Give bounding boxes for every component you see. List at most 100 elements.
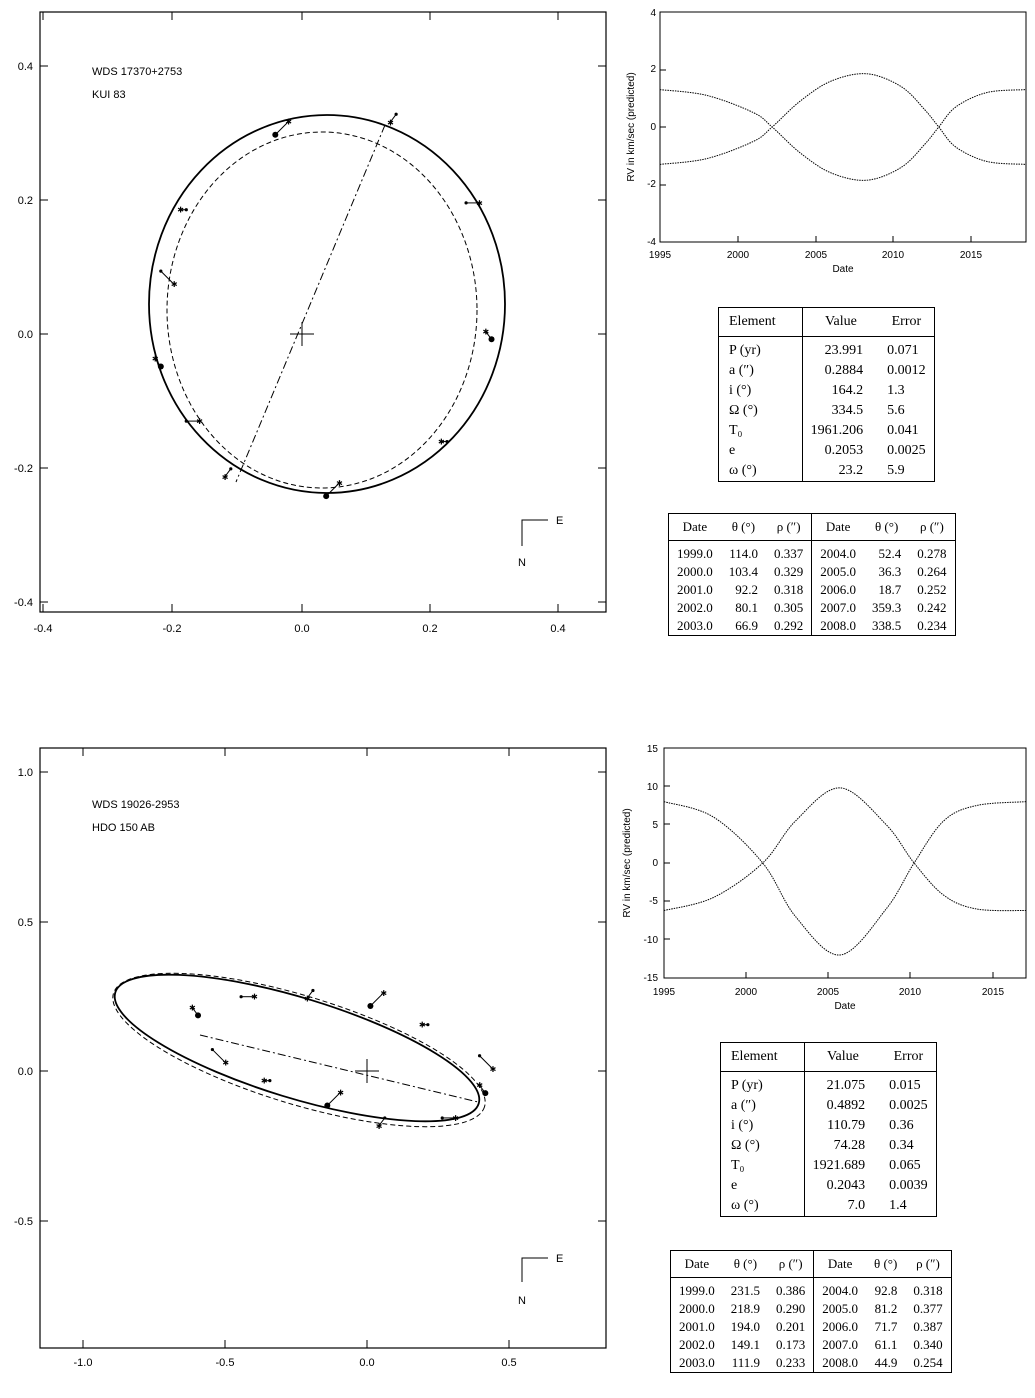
observation-point bbox=[157, 363, 164, 370]
element-value: 7.0 bbox=[847, 1198, 866, 1213]
cell: 2008.0 bbox=[820, 618, 856, 633]
reference-orbit bbox=[166, 131, 478, 489]
cell: 2001.0 bbox=[679, 1319, 715, 1334]
header-element: Element bbox=[721, 1043, 805, 1072]
cell: 103.4 bbox=[728, 564, 758, 579]
rv-y-tick-labels: 15 10 5 0 -5 -10 -15 bbox=[644, 744, 659, 984]
observation-marker: ✱ bbox=[189, 1003, 196, 1012]
cell: 2006.0 bbox=[822, 1319, 858, 1334]
observation-marker: ✱ bbox=[285, 118, 292, 127]
residual-line bbox=[160, 270, 175, 285]
element-value: 0.2043 bbox=[826, 1178, 866, 1193]
table-row: 1999.0 231.5 0.386 2004.0 92.8 0.318 bbox=[671, 1277, 951, 1300]
observation-marker: ✱ bbox=[152, 355, 159, 364]
element-value: 21.075 bbox=[826, 1078, 866, 1093]
observation-point bbox=[445, 439, 449, 444]
y-tick-label: 0.2 bbox=[18, 195, 33, 207]
element-error: 0.041 bbox=[887, 423, 919, 438]
element-error: 5.6 bbox=[887, 403, 905, 418]
observation-point bbox=[229, 467, 233, 471]
rv-plot-2: RV in km/sec (predicted) Date 1995 2000 … bbox=[622, 744, 1027, 1012]
rv-y-tick-label: 4 bbox=[650, 8, 656, 19]
header-theta: θ (°) bbox=[722, 1251, 768, 1278]
element-name: P (yr) bbox=[721, 1071, 805, 1096]
ephemeris-table: Date θ (°) ρ (″) Date θ (°) ρ (″) 1999.0… bbox=[668, 513, 956, 636]
cell: 111.9 bbox=[731, 1355, 760, 1370]
observation-point bbox=[488, 336, 495, 343]
rv-plot-frame bbox=[659, 11, 1027, 243]
rv-plot-frame bbox=[663, 747, 1027, 979]
observation-point bbox=[195, 1012, 202, 1019]
x-tick-label: -0.4 bbox=[34, 623, 53, 635]
observation-point bbox=[268, 1079, 272, 1083]
cell: 0.387 bbox=[913, 1319, 943, 1334]
primary-star-marker bbox=[355, 1059, 379, 1083]
header-error: Error bbox=[879, 308, 934, 337]
header-element: Element bbox=[719, 308, 803, 337]
primary-star-marker bbox=[290, 322, 314, 346]
observation-point bbox=[440, 1116, 444, 1120]
header-theta: θ (°) bbox=[866, 1251, 906, 1278]
orbital-elements-table: Element Value Error P (yr) 21.075 0.015 a … bbox=[720, 1042, 937, 1217]
y-tick-labels: 0.4 0.2 0.0 -0.2 -0.4 bbox=[14, 61, 33, 609]
cell: 2005.0 bbox=[822, 1301, 858, 1316]
cell: 2004.0 bbox=[820, 546, 856, 561]
fitted-orbit bbox=[113, 973, 481, 1123]
ephemeris-table: Date θ (°) ρ (″) Date θ (°) ρ (″) 1999.0… bbox=[670, 1250, 952, 1373]
x-tick-label: -0.5 bbox=[216, 1357, 235, 1369]
observation-point bbox=[367, 1003, 374, 1010]
compass-east-label: E bbox=[556, 1253, 563, 1265]
table-row: 2001.0 92.2 0.318 2006.0 18.7 0.252 bbox=[669, 581, 955, 599]
table-row: 2000.0 103.4 0.329 2005.0 36.3 0.264 bbox=[669, 563, 955, 581]
observation-point bbox=[272, 131, 279, 138]
cell: 2001.0 bbox=[677, 582, 713, 597]
table-row: 2003.0 66.9 0.292 2008.0 338.5 0.234 bbox=[669, 617, 955, 635]
fitted-orbit bbox=[148, 114, 506, 494]
residual-line bbox=[325, 482, 340, 497]
cell: 2004.0 bbox=[822, 1283, 858, 1298]
element-name: e bbox=[719, 441, 803, 461]
cell: 359.3 bbox=[872, 600, 902, 615]
cell: 0.329 bbox=[766, 563, 813, 581]
y-tick-labels: 1.0 0.5 0.0 -0.5 bbox=[14, 767, 33, 1228]
data-points: ✱ ✱ ✱ ✱ ✱ ✱ ✱ ✱ ✱ ✱ ✱ bbox=[152, 112, 495, 500]
cell: 0.386 bbox=[768, 1277, 815, 1300]
y-tick-label: -0.5 bbox=[14, 1216, 33, 1228]
rv-y-tick-label: 15 bbox=[647, 744, 659, 755]
observation-marker: ✱ bbox=[196, 417, 203, 426]
cell: 71.7 bbox=[874, 1319, 898, 1334]
reference-orbit bbox=[112, 972, 486, 1128]
observation-point bbox=[394, 112, 398, 116]
rv-y-tick-label: -15 bbox=[644, 973, 659, 984]
rv-x-tick-label: 2000 bbox=[735, 987, 758, 998]
rv-curve bbox=[659, 89, 1027, 181]
element-value: 0.4892 bbox=[826, 1098, 866, 1113]
rv-plot-1: RV in km/sec (predicted) Date 1995 2000 … bbox=[626, 8, 1027, 275]
y-tick-label: 0.0 bbox=[18, 329, 33, 341]
cell: 1999.0 bbox=[679, 1283, 715, 1298]
cell: 2005.0 bbox=[820, 564, 856, 579]
rv-y-tick-label: -4 bbox=[647, 237, 656, 248]
rv-x-axis-label: Date bbox=[834, 1001, 856, 1012]
x-tick-label: 0.0 bbox=[294, 623, 309, 635]
cell: 0.290 bbox=[768, 1300, 815, 1318]
cell: 0.254 bbox=[913, 1355, 943, 1370]
observation-point bbox=[184, 419, 188, 423]
cell: 0.305 bbox=[766, 599, 813, 617]
cell: 2006.0 bbox=[820, 582, 856, 597]
rv-y-tick-label: 5 bbox=[652, 820, 658, 831]
rv-x-tick-labels: 1995 2000 2005 2010 2015 bbox=[649, 250, 983, 261]
element-name: a (″) bbox=[721, 1096, 805, 1116]
cell: 0.252 bbox=[917, 582, 947, 597]
y-tick-label: 1.0 bbox=[18, 767, 33, 779]
observation-marker: ✱ bbox=[336, 479, 343, 488]
observation-marker: ✱ bbox=[177, 206, 184, 215]
rv-x-tick-label: 2005 bbox=[817, 987, 840, 998]
element-value: 0.2884 bbox=[824, 363, 864, 378]
cell: 66.9 bbox=[735, 618, 758, 633]
observation-marker: ✱ bbox=[261, 1077, 268, 1086]
element-value: 334.5 bbox=[831, 403, 864, 418]
cell: 61.1 bbox=[874, 1337, 898, 1352]
y-tick-label: 0.0 bbox=[18, 1066, 33, 1078]
observation-point bbox=[383, 1116, 387, 1120]
